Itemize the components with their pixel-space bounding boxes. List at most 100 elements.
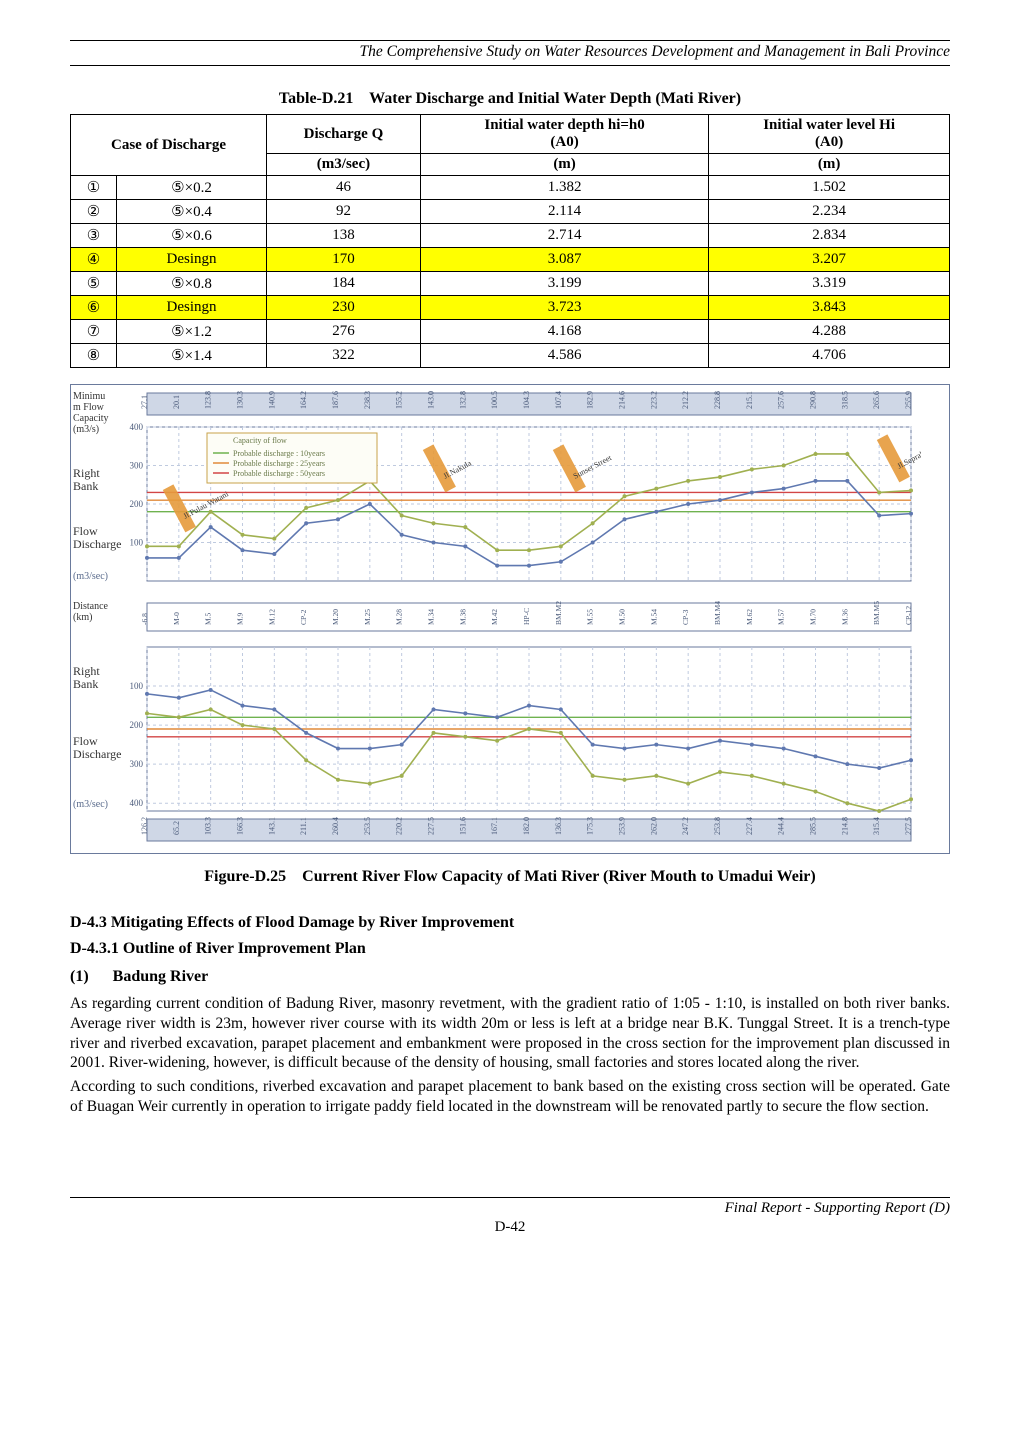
svg-text:214.8: 214.8 — [840, 817, 849, 835]
svg-text:285.5: 285.5 — [809, 817, 818, 835]
svg-text:247.2: 247.2 — [681, 817, 690, 835]
svg-text:290.8: 290.8 — [809, 391, 818, 409]
th-depth-unit: (m) — [420, 154, 708, 176]
section-d431: D-4.3.1 Outline of River Improvement Pla… — [70, 940, 950, 958]
svg-text:CP-12: CP-12 — [904, 606, 913, 625]
th-case: Case of Discharge — [71, 115, 267, 176]
svg-text:27.1: 27.1 — [140, 395, 149, 409]
svg-text:M.57: M.57 — [777, 609, 786, 625]
unit-label-bot: (m3/sec) — [73, 799, 108, 810]
svg-text:CP-2: CP-2 — [299, 609, 308, 625]
svg-text:104.3: 104.3 — [522, 391, 531, 409]
svg-text:M.36: M.36 — [840, 609, 849, 625]
svg-text:143.0: 143.0 — [427, 391, 436, 409]
flow-discharge-label-top: FlowDischarge — [73, 525, 121, 551]
svg-text:164.2: 164.2 — [299, 391, 308, 409]
svg-text:167.1: 167.1 — [490, 817, 499, 835]
svg-text:107.4: 107.4 — [554, 391, 563, 409]
th-level-unit: (m) — [709, 154, 950, 176]
svg-text:M-0: M-0 — [172, 612, 181, 625]
svg-text:M.12: M.12 — [267, 609, 276, 625]
svg-text:M.50: M.50 — [618, 609, 627, 625]
svg-text:227.5: 227.5 — [427, 817, 436, 835]
paren-1: (1) Badung River — [70, 968, 950, 986]
svg-text:Jl.Nakula: Jl.Nakula — [442, 458, 473, 480]
svg-text:100.5: 100.5 — [490, 391, 499, 409]
table-row: ⑥Desingn2303.7233.843 — [71, 296, 950, 320]
svg-text:182.0: 182.0 — [522, 817, 531, 835]
discharge-table: Case of Discharge Discharge Q Initial wa… — [70, 114, 950, 368]
svg-text:Probable discharge : 10years: Probable discharge : 10years — [233, 449, 325, 458]
svg-text:227.4: 227.4 — [745, 817, 754, 835]
mid-ylabel: Distance(km) — [73, 601, 108, 623]
svg-text:255.9: 255.9 — [904, 391, 913, 409]
svg-text:M.38: M.38 — [458, 609, 467, 625]
page-number: D-42 — [70, 1219, 950, 1236]
footer-right: Final Report - Supporting Report (D) — [725, 1200, 950, 1217]
svg-text:M.54: M.54 — [649, 609, 658, 625]
svg-text:151.6: 151.6 — [458, 817, 467, 835]
svg-text:257.6: 257.6 — [777, 391, 786, 409]
figure-caption-label: Figure-D.25 — [204, 868, 286, 885]
svg-text:BM.M2: BM.M2 — [554, 601, 563, 625]
th-q: Discharge Q — [267, 115, 421, 154]
svg-text:CP-3: CP-3 — [681, 609, 690, 625]
svg-text:M.34: M.34 — [427, 609, 436, 625]
svg-text:253.5: 253.5 — [363, 817, 372, 835]
chart-svg: 27.120.1123.8130.3140.9164.2187.6238.315… — [111, 391, 921, 847]
svg-text:212.2: 212.2 — [681, 391, 690, 409]
svg-text:253.9: 253.9 — [618, 817, 627, 835]
svg-text:M.55: M.55 — [586, 609, 595, 625]
svg-text:103.3: 103.3 — [204, 817, 213, 835]
svg-text:M.42: M.42 — [490, 609, 499, 625]
svg-text:M.5: M.5 — [204, 612, 213, 625]
th-q-unit: (m3/sec) — [267, 154, 421, 176]
svg-text:228.8: 228.8 — [713, 391, 722, 409]
page-header: The Comprehensive Study on Water Resourc… — [70, 40, 950, 66]
svg-text:253.8: 253.8 — [713, 817, 722, 835]
svg-text:265.6: 265.6 — [872, 391, 881, 409]
svg-text:187.6: 187.6 — [331, 391, 340, 409]
svg-text:200: 200 — [130, 499, 144, 509]
svg-text:-6.8: -6.8 — [140, 613, 149, 625]
unit-label-top: (m3/sec) — [73, 571, 108, 582]
svg-text:315.4: 315.4 — [872, 817, 881, 835]
svg-text:M.20: M.20 — [331, 609, 340, 625]
th-level: Initial water level Hi (A0) — [709, 115, 950, 154]
svg-text:Probable discharge : 25years: Probable discharge : 25years — [233, 459, 325, 468]
table-caption-label: Table-D.21 — [279, 90, 354, 107]
svg-text:182.9: 182.9 — [586, 391, 595, 409]
svg-text:200: 200 — [130, 720, 144, 730]
svg-text:244.4: 244.4 — [777, 817, 786, 835]
svg-text:400: 400 — [130, 422, 144, 432]
svg-text:175.3: 175.3 — [586, 817, 595, 835]
table-row: ⑤⑤×0.81843.1993.319 — [71, 272, 950, 296]
table-row: ⑧⑤×1.43224.5864.706 — [71, 344, 950, 368]
svg-text:220.2: 220.2 — [395, 817, 404, 835]
svg-text:260.4: 260.4 — [331, 817, 340, 835]
table-row: ④Desingn1703.0873.207 — [71, 248, 950, 272]
svg-text:132.8: 132.8 — [458, 391, 467, 409]
th-depth: Initial water depth hi=h0 (A0) — [420, 115, 708, 154]
svg-text:123.8: 123.8 — [204, 391, 213, 409]
svg-text:Capacity of flow: Capacity of flow — [233, 436, 287, 445]
table-row: ③⑤×0.61382.7142.834 — [71, 224, 950, 248]
right-bank-label-bot: RightBank — [73, 665, 100, 691]
svg-text:65.2: 65.2 — [172, 821, 181, 835]
svg-text:20.1: 20.1 — [172, 395, 181, 409]
flow-discharge-label-bot: FlowDischarge — [73, 735, 121, 761]
table-row: ②⑤×0.4922.1142.234 — [71, 200, 950, 224]
svg-text:BM.M4: BM.M4 — [713, 601, 722, 625]
svg-text:100: 100 — [130, 681, 144, 691]
svg-text:Probable discharge : 50years: Probable discharge : 50years — [233, 469, 325, 478]
svg-text:211.1: 211.1 — [299, 817, 308, 835]
table-caption: Table-D.21 Water Discharge and Initial W… — [70, 90, 950, 108]
svg-text:126.2: 126.2 — [140, 817, 149, 835]
river-flow-chart: Minimu m Flow Capacity (m3/s) RightBank … — [70, 384, 950, 854]
svg-text:400: 400 — [130, 798, 144, 808]
svg-text:166.3: 166.3 — [236, 817, 245, 835]
table-row: ①⑤×0.2461.3821.502 — [71, 176, 950, 200]
table-row: ⑦⑤×1.22764.1684.288 — [71, 320, 950, 344]
svg-text:M.70: M.70 — [809, 609, 818, 625]
svg-text:238.3: 238.3 — [363, 391, 372, 409]
